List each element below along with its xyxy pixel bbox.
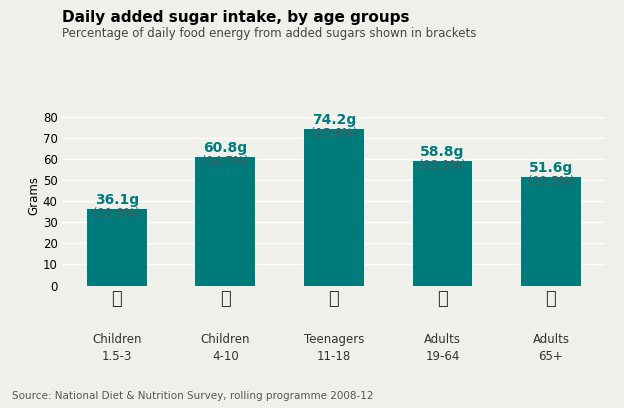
Text: 🚶: 🚶: [437, 290, 448, 308]
Text: (14.7%): (14.7%): [202, 155, 248, 168]
Text: (12.1%): (12.1%): [419, 159, 466, 172]
Text: 4-10: 4-10: [212, 350, 238, 363]
Text: Children: Children: [200, 333, 250, 346]
Text: Adults: Adults: [532, 333, 570, 346]
Text: Teenagers: Teenagers: [304, 333, 364, 346]
Text: 36.1g: 36.1g: [95, 193, 139, 207]
Text: ⛹: ⛹: [111, 290, 122, 308]
Text: (11.5%): (11.5%): [528, 175, 574, 188]
Text: Adults: Adults: [424, 333, 461, 346]
Text: Source: National Diet & Nutrition Survey, rolling programme 2008-12: Source: National Diet & Nutrition Survey…: [12, 390, 374, 401]
Text: Children: Children: [92, 333, 142, 346]
Bar: [304, 129, 364, 286]
Text: 19-64: 19-64: [425, 350, 460, 363]
Text: 65+: 65+: [539, 350, 563, 363]
Bar: [412, 162, 472, 286]
Text: 60.8g: 60.8g: [203, 141, 247, 155]
Text: Daily added sugar intake, by age groups: Daily added sugar intake, by age groups: [62, 10, 410, 25]
Text: (15.6%): (15.6%): [311, 127, 357, 140]
Bar: [87, 209, 147, 286]
Text: 🚶: 🚶: [328, 290, 339, 308]
Text: 58.8g: 58.8g: [420, 145, 465, 159]
Y-axis label: Grams: Grams: [27, 176, 40, 215]
Text: 51.6g: 51.6g: [529, 160, 573, 175]
Text: 🚶: 🚶: [545, 290, 557, 308]
Text: 🎒: 🎒: [220, 290, 231, 308]
Text: 11-18: 11-18: [317, 350, 351, 363]
Text: Percentage of daily food energy from added sugars shown in brackets: Percentage of daily food energy from add…: [62, 27, 477, 40]
Bar: [521, 177, 581, 286]
Text: 74.2g: 74.2g: [312, 113, 356, 127]
Text: (11.9%): (11.9%): [94, 207, 140, 220]
Text: 1.5-3: 1.5-3: [102, 350, 132, 363]
Bar: [195, 157, 255, 286]
